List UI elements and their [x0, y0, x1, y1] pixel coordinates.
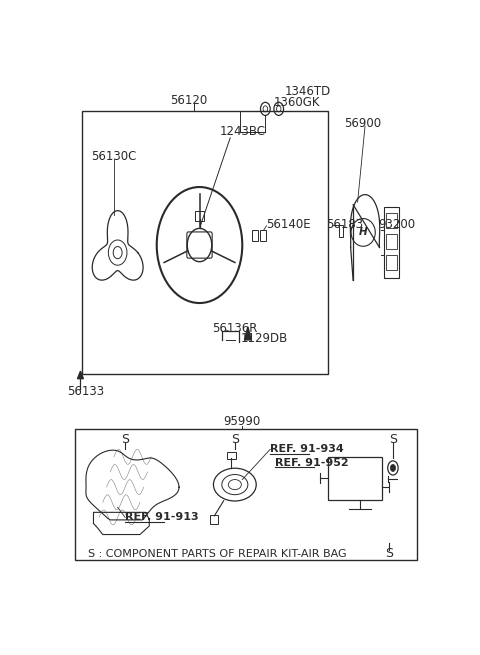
Text: 93200: 93200	[378, 218, 415, 231]
Text: REF. 91-934: REF. 91-934	[270, 444, 344, 455]
Bar	[384, 207, 399, 278]
Text: S: S	[231, 433, 239, 445]
Text: 56183: 56183	[326, 218, 363, 231]
Circle shape	[390, 464, 396, 472]
Text: 1129DB: 1129DB	[240, 332, 288, 345]
Polygon shape	[77, 371, 84, 379]
Text: S: S	[121, 433, 129, 445]
Bar	[260, 230, 266, 241]
Bar	[75, 429, 417, 560]
Text: REF. 91-952: REF. 91-952	[275, 458, 348, 468]
Bar	[252, 230, 258, 241]
Bar	[227, 452, 236, 459]
Bar	[386, 234, 397, 249]
Text: 56133: 56133	[67, 384, 105, 398]
Bar	[386, 213, 397, 228]
Text: S : COMPONENT PARTS OF REPAIR KIT-AIR BAG: S : COMPONENT PARTS OF REPAIR KIT-AIR BA…	[88, 549, 347, 559]
Text: H: H	[359, 227, 368, 237]
Text: 95990: 95990	[224, 415, 261, 428]
Text: S: S	[389, 433, 397, 445]
Text: 1346TD: 1346TD	[285, 84, 331, 98]
Bar	[339, 225, 343, 238]
Polygon shape	[244, 327, 251, 340]
Text: 56120: 56120	[170, 94, 207, 107]
Text: 56136R: 56136R	[213, 322, 258, 335]
Bar	[328, 457, 382, 500]
Text: S: S	[385, 547, 393, 560]
Text: REF. 91-913: REF. 91-913	[125, 512, 199, 523]
Text: 56140E: 56140E	[266, 218, 311, 231]
Text: 56130C: 56130C	[92, 150, 137, 163]
Text: 56900: 56900	[345, 117, 382, 130]
Bar	[210, 515, 218, 524]
Bar	[386, 255, 397, 271]
Bar	[83, 111, 328, 373]
Text: 1360GK: 1360GK	[274, 96, 321, 109]
Text: 1243BC: 1243BC	[220, 125, 266, 138]
